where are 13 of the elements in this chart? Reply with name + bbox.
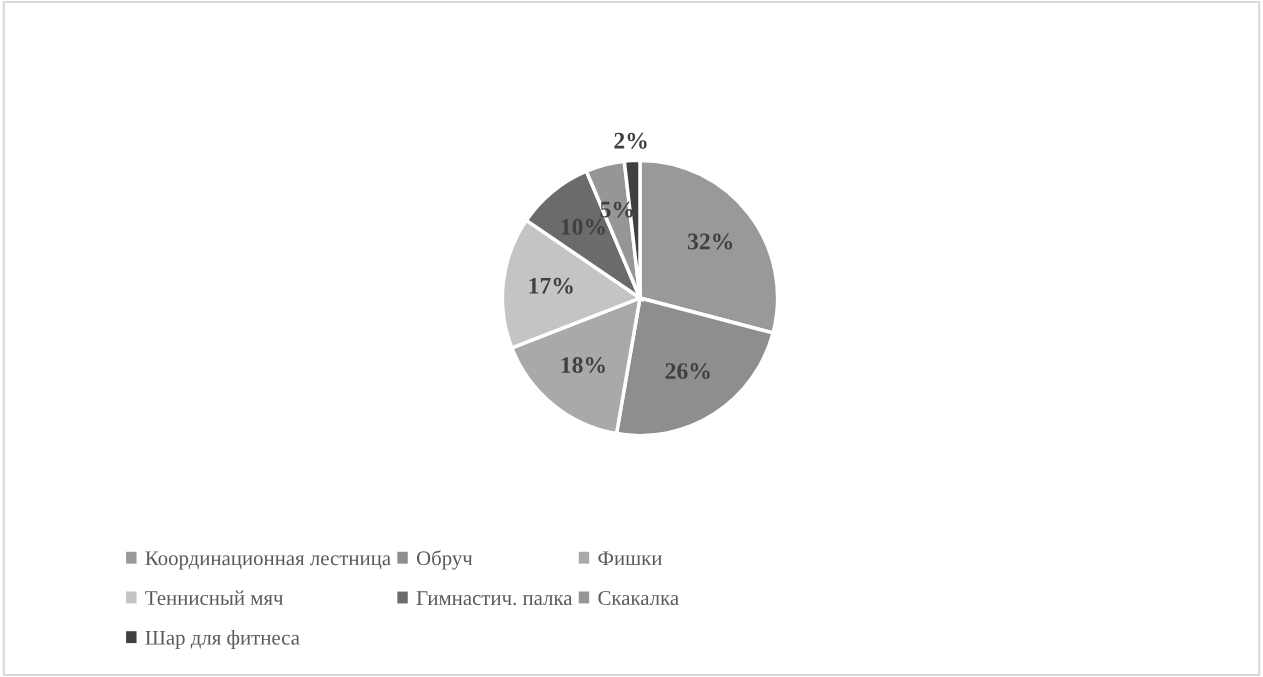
legend-label: Скакалка — [598, 591, 679, 606]
data-label: 10% — [561, 218, 605, 235]
legend-label: Теннисный мяч — [145, 590, 283, 606]
data-label: 2% — [614, 132, 647, 149]
legend-label: Гимнастич. палка — [416, 591, 573, 606]
legend-label: Обруч — [416, 550, 473, 570]
data-label: 32% — [687, 233, 733, 250]
legend-label: Координационная лестница — [145, 551, 391, 570]
legend-label: Фишки — [598, 551, 662, 566]
legend-label: Шар для фитнеса — [145, 630, 300, 649]
data-label: 26% — [665, 363, 710, 380]
data-label: 17% — [529, 277, 573, 294]
data-label: 18% — [561, 357, 605, 374]
